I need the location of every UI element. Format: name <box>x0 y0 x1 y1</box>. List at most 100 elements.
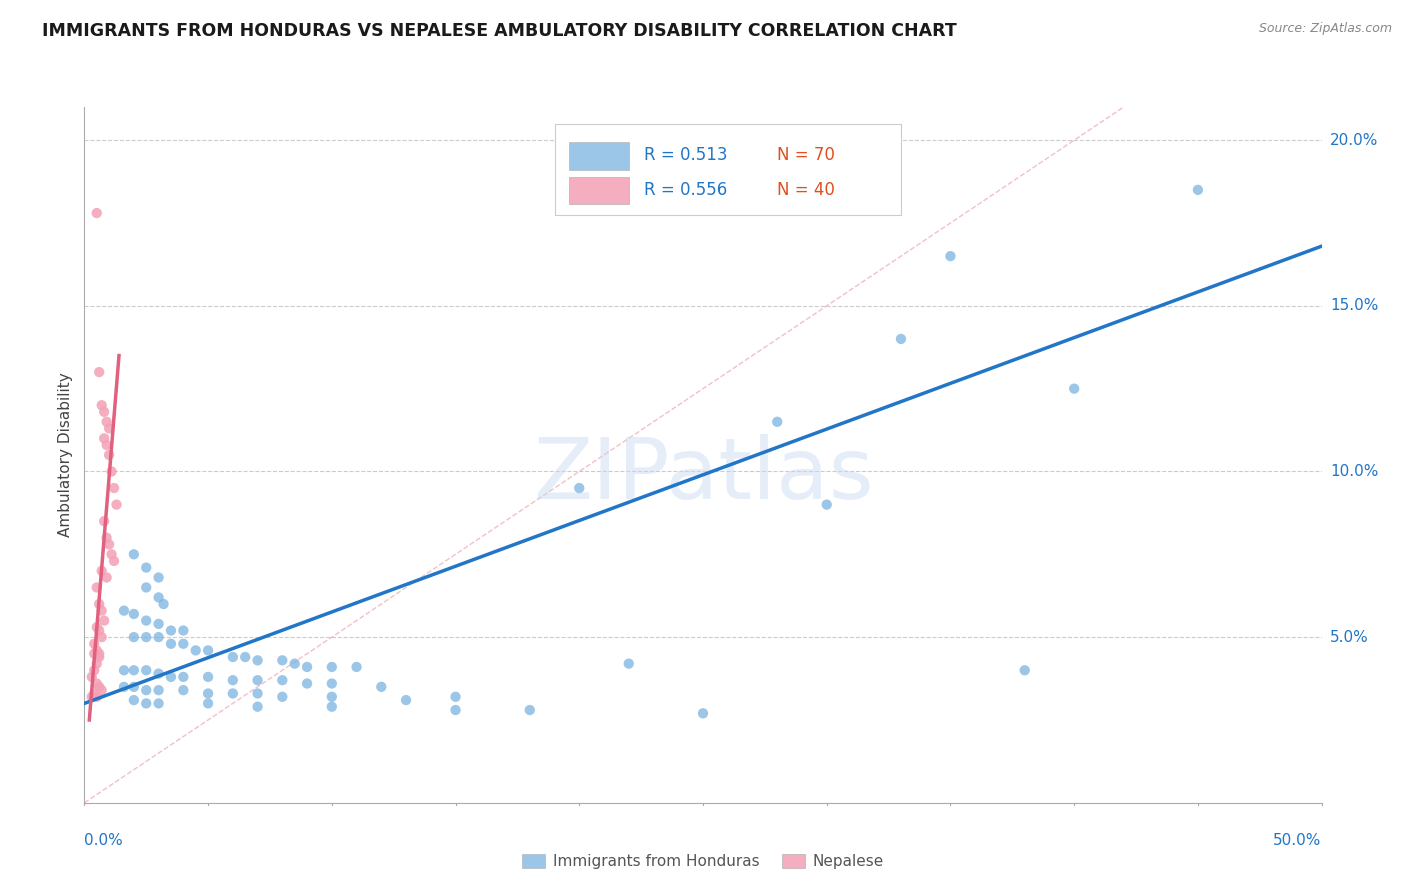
Point <box>148 683 170 698</box>
Point <box>86 676 108 690</box>
Point <box>86 690 108 704</box>
Point <box>444 690 467 704</box>
Point <box>222 673 245 688</box>
Point <box>100 465 122 479</box>
Text: 0.0%: 0.0% <box>84 833 124 848</box>
Point <box>271 653 294 667</box>
Text: R = 0.513: R = 0.513 <box>644 146 727 164</box>
Point <box>271 673 294 688</box>
Point <box>1063 382 1085 396</box>
Point <box>939 249 962 263</box>
Point <box>184 643 207 657</box>
Point <box>80 690 103 704</box>
Point <box>90 683 112 698</box>
Legend: Immigrants from Honduras, Nepalese: Immigrants from Honduras, Nepalese <box>516 848 890 875</box>
Point <box>122 693 145 707</box>
Point <box>321 660 343 674</box>
Point <box>89 680 111 694</box>
Point <box>271 690 294 704</box>
Point <box>197 686 219 700</box>
Text: 5.0%: 5.0% <box>1330 630 1368 645</box>
Point <box>233 650 256 665</box>
Point <box>86 643 108 657</box>
Point <box>83 686 105 700</box>
Point <box>321 699 343 714</box>
Point <box>122 547 145 561</box>
Point <box>122 607 145 621</box>
Point <box>148 697 170 711</box>
FancyBboxPatch shape <box>554 124 901 215</box>
Point <box>197 670 219 684</box>
Point <box>135 683 157 698</box>
Point <box>83 647 105 661</box>
Point <box>135 630 157 644</box>
Point <box>172 683 194 698</box>
Point <box>692 706 714 721</box>
Point <box>172 670 194 684</box>
Text: 20.0%: 20.0% <box>1330 133 1378 148</box>
Point <box>112 604 135 618</box>
Point <box>295 660 318 674</box>
Text: 15.0%: 15.0% <box>1330 298 1378 313</box>
Point <box>98 421 121 435</box>
Text: R = 0.556: R = 0.556 <box>644 181 727 199</box>
Point <box>1187 183 1209 197</box>
Point <box>122 663 145 677</box>
Point <box>103 481 125 495</box>
Text: 10.0%: 10.0% <box>1330 464 1378 479</box>
Text: IMMIGRANTS FROM HONDURAS VS NEPALESE AMBULATORY DISABILITY CORRELATION CHART: IMMIGRANTS FROM HONDURAS VS NEPALESE AMB… <box>42 22 957 40</box>
Text: 50.0%: 50.0% <box>1274 833 1322 848</box>
Point <box>160 637 183 651</box>
Point <box>246 673 269 688</box>
Point <box>222 686 245 700</box>
Text: N = 40: N = 40 <box>778 181 835 199</box>
Point <box>1014 663 1036 677</box>
Point <box>90 630 112 644</box>
Point <box>444 703 467 717</box>
Point <box>295 676 318 690</box>
Point <box>89 365 111 379</box>
Point <box>93 431 115 445</box>
Point <box>148 570 170 584</box>
Point <box>890 332 912 346</box>
Point <box>395 693 418 707</box>
Point <box>815 498 838 512</box>
Text: Source: ZipAtlas.com: Source: ZipAtlas.com <box>1258 22 1392 36</box>
Point <box>80 670 103 684</box>
Point <box>96 438 118 452</box>
Point <box>96 570 118 584</box>
Point <box>86 657 108 671</box>
Point <box>90 564 112 578</box>
Point <box>122 630 145 644</box>
Point <box>148 630 170 644</box>
Point <box>346 660 368 674</box>
Point <box>135 560 157 574</box>
Point <box>246 686 269 700</box>
Point <box>135 697 157 711</box>
Point <box>321 690 343 704</box>
Point <box>93 514 115 528</box>
Point <box>370 680 392 694</box>
Point <box>197 697 219 711</box>
Point <box>103 554 125 568</box>
Point <box>160 624 183 638</box>
Point <box>148 591 170 605</box>
Point <box>100 547 122 561</box>
Point <box>89 624 111 638</box>
Y-axis label: Ambulatory Disability: Ambulatory Disability <box>58 373 73 537</box>
Point <box>519 703 541 717</box>
Point <box>98 537 121 551</box>
Point <box>96 531 118 545</box>
Point <box>83 663 105 677</box>
Point <box>90 398 112 412</box>
Point <box>160 670 183 684</box>
Point <box>321 676 343 690</box>
Point <box>197 643 219 657</box>
Point <box>246 699 269 714</box>
Point <box>93 405 115 419</box>
Point <box>83 637 105 651</box>
FancyBboxPatch shape <box>569 142 628 169</box>
Point <box>86 206 108 220</box>
Point <box>568 481 591 495</box>
Point <box>89 597 111 611</box>
